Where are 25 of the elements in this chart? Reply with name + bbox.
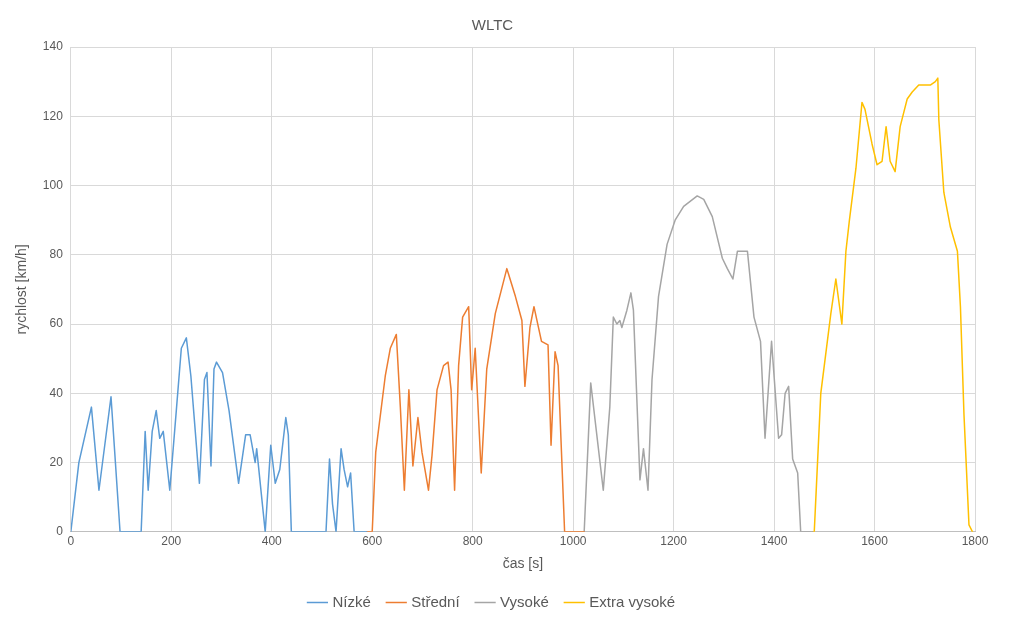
y-tick-label: 40 (49, 385, 64, 400)
y-tick-label: 60 (49, 316, 64, 331)
x-tick-label: 1600 (861, 534, 889, 549)
x-tick-label: 800 (462, 534, 484, 549)
x-axis-title: čas [s] (502, 555, 544, 572)
y-tick-label: 140 (42, 39, 64, 54)
x-tick-label: 1200 (660, 534, 688, 549)
legend-label: Vysoké (500, 592, 549, 610)
y-tick-label: 100 (42, 177, 64, 192)
y-tick-label: 20 (49, 454, 64, 469)
y-tick-label: 0 (56, 524, 64, 539)
legend-label: Střední (411, 592, 461, 610)
x-tick-label: 1800 (961, 534, 989, 549)
y-axis-title: rychlost [km/h] (13, 244, 30, 335)
x-tick-label: 600 (362, 534, 383, 549)
x-tick-label: 0 (67, 534, 75, 549)
y-tick-label: 120 (42, 108, 64, 123)
x-tick-label: 200 (161, 534, 182, 549)
chart-title: WLTC (471, 16, 514, 34)
y-tick-label: 80 (49, 247, 64, 262)
x-tick-label: 400 (261, 534, 283, 549)
legend-label: Nízké (332, 592, 371, 610)
legend-label: Extra vysoké (589, 592, 676, 610)
x-tick-label: 1400 (760, 534, 788, 549)
x-tick-label: 1000 (559, 534, 587, 549)
